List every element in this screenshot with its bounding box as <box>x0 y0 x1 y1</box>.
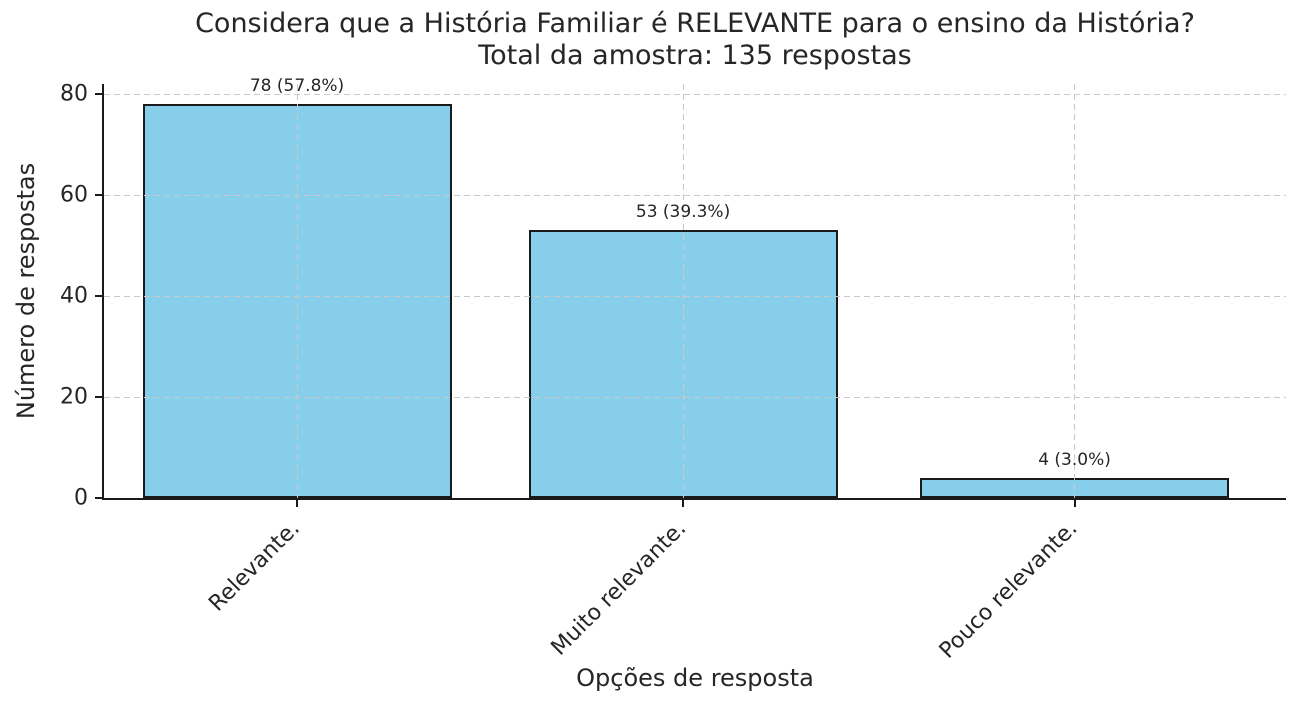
x-tick-label: Muito relevante. <box>546 516 691 661</box>
x-tick-mark <box>296 500 299 507</box>
x-axis-title: Opções de resposta <box>576 664 814 692</box>
y-tick-mark <box>95 497 102 499</box>
y-gridline <box>104 194 1286 196</box>
y-gridline <box>104 396 1286 398</box>
y-gridline <box>104 295 1286 297</box>
plot-area: 78 (57.8%) 53 (39.3%) 4 (3.0%) 0 20 40 60 80 Re… <box>60 76 1286 664</box>
y-tick-mark <box>95 295 102 298</box>
y-tick-mark <box>95 93 102 96</box>
y-tick-label: 20 <box>60 384 88 410</box>
bar-value-label: 4 (3.0%) <box>1038 449 1111 470</box>
chart-title-line1: Considera que a História Familiar é RELE… <box>195 8 1195 39</box>
x-gridline <box>682 84 684 498</box>
chart-title: Considera que a História Familiar é RELE… <box>104 8 1286 72</box>
y-tick-mark <box>95 396 102 399</box>
chart-title-line2: Total da amostra: 135 respostas <box>478 40 912 71</box>
x-tick-label: Pouco relevante. <box>934 516 1083 664</box>
bar-value-label: 78 (57.8%) <box>249 76 345 97</box>
y-tick-mark <box>95 194 102 197</box>
x-tick-mark <box>682 500 685 507</box>
bar-value-label: 53 (39.3%) <box>635 202 731 223</box>
x-gridline <box>296 84 298 498</box>
y-tick-label: 40 <box>60 283 88 309</box>
y-tick-label: 80 <box>60 81 88 107</box>
y-gridline <box>104 93 1286 95</box>
x-gridline <box>1074 84 1076 498</box>
x-tick-mark <box>1073 500 1076 507</box>
y-tick-label: 60 <box>60 182 88 208</box>
y-axis-spine <box>102 84 104 500</box>
y-tick-label: 0 <box>74 485 88 511</box>
x-tick-label: Relevante. <box>204 516 305 617</box>
x-axis-spine <box>102 498 1286 500</box>
